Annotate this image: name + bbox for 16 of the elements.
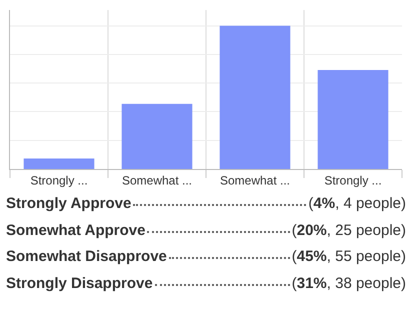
bar	[24, 158, 94, 169]
text: Strongly Disapprove	[6, 274, 153, 292]
bar	[122, 104, 192, 169]
x-tick-label: Strongly ...	[30, 173, 88, 188]
text: (20%, 25 people)	[292, 222, 406, 238]
x-tick-label: Somewhat ...	[220, 173, 290, 188]
text: (31%, 38 people)	[292, 274, 406, 292]
text: Somewhat Disapprove	[6, 248, 167, 265]
text: Somewhat Approve	[6, 222, 146, 238]
text: (45%, 55 people)	[292, 248, 406, 265]
bar	[318, 70, 388, 169]
text: (4%, 4 people)	[308, 195, 406, 212]
x-tick-label: Strongly ...	[324, 173, 382, 188]
text: Strongly Approve	[6, 195, 132, 212]
bar	[220, 26, 290, 169]
x-tick-label: Somewhat ...	[122, 173, 192, 188]
